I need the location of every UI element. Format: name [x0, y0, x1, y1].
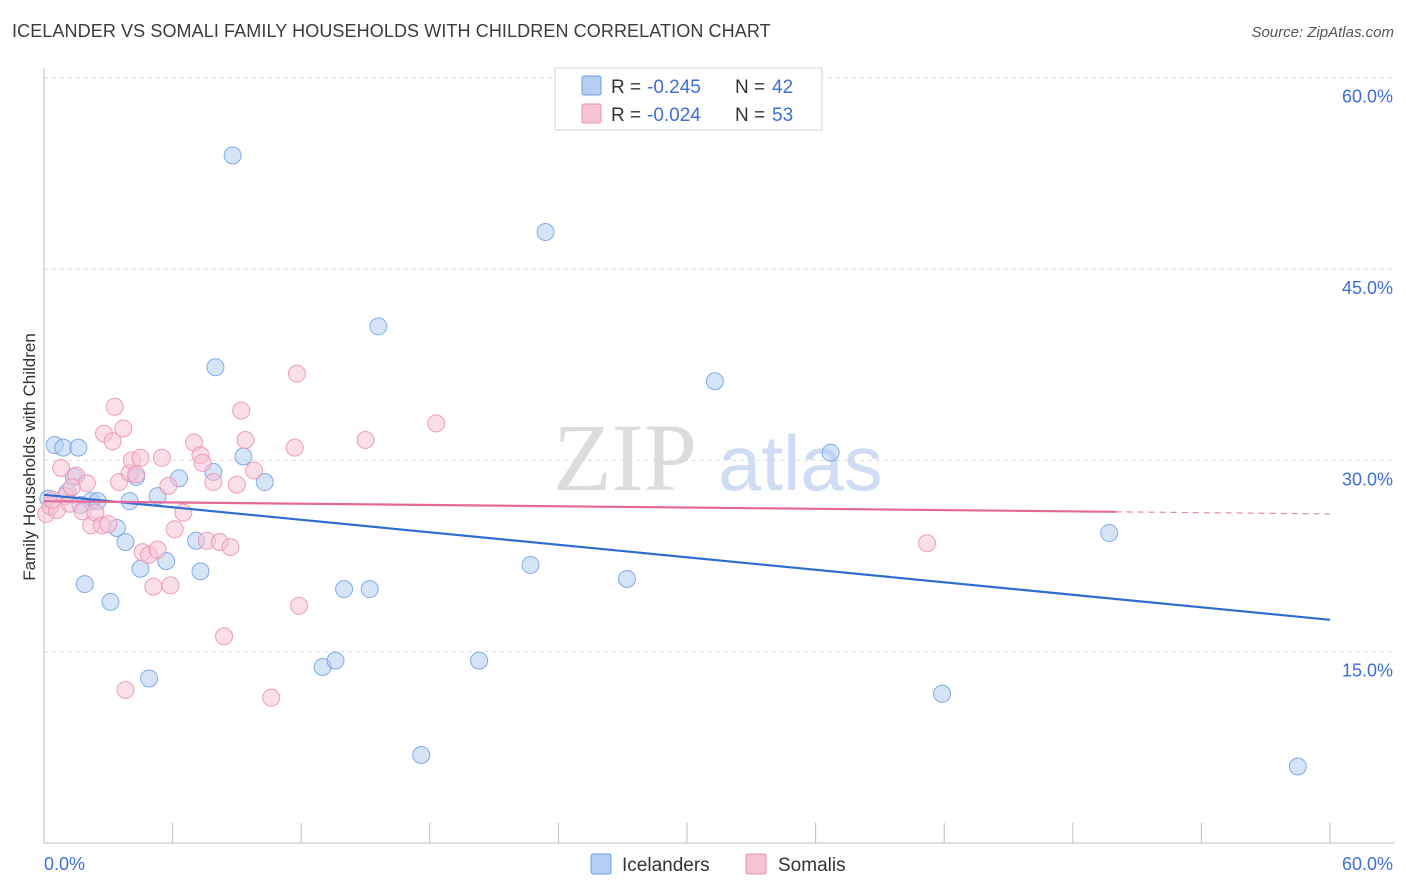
- icelanders-point-21: [191, 562, 210, 581]
- somalis-point-45: [285, 438, 304, 457]
- icelanders-point-5: [69, 438, 88, 457]
- icelanders-point-37: [705, 372, 724, 391]
- legend-icelanders-label: Icelanders: [622, 855, 710, 876]
- icelanders-point-36: [617, 569, 636, 588]
- somalis-point-30: [165, 520, 184, 539]
- icelanders-n-label: N =: [735, 77, 765, 98]
- somalis-point-26: [148, 540, 167, 559]
- grid-lines: [44, 77, 1394, 653]
- icelanders-point-33: [470, 651, 489, 670]
- icelanders-n-value: 42: [772, 77, 793, 98]
- icelanders-point-29: [335, 580, 354, 599]
- icelanders-point-28: [326, 651, 345, 670]
- y-tick-label-0: 15.0%: [1342, 661, 1393, 681]
- icelanders-trend-line: [43, 493, 1331, 621]
- chart-title: ICELANDER VS SOMALI FAMILY HOUSEHOLDS WI…: [12, 21, 771, 41]
- somalis-r-label: R =: [611, 105, 641, 126]
- somalis-point-21: [127, 465, 146, 484]
- somalis-point-36: [204, 473, 223, 492]
- axes: [43, 68, 1394, 844]
- icelanders-legend-swatch: [581, 75, 602, 96]
- icelanders-point-26: [255, 473, 274, 492]
- somalis-point-14: [103, 432, 122, 451]
- legend-somalis-swatch: [745, 853, 767, 875]
- somalis-point-39: [221, 538, 240, 557]
- icelanders-point-34: [521, 555, 540, 574]
- icelanders-point-25: [234, 447, 253, 466]
- y-tick-label-2: 45.0%: [1342, 278, 1393, 298]
- somalis-point-47: [290, 596, 309, 615]
- somalis-point-41: [232, 401, 251, 420]
- somalis-point-15: [105, 397, 124, 416]
- icelanders-point-7: [75, 575, 94, 594]
- somalis-point-38: [215, 627, 234, 646]
- icelanders-r-value: -0.245: [647, 77, 701, 98]
- series-legend: Icelanders Somalis: [590, 853, 846, 876]
- somalis-point-28: [159, 476, 178, 495]
- x-tick-labels: 0.0% 60.0%: [44, 854, 1393, 874]
- y-tick-labels: 15.0% 30.0% 45.0% 60.0%: [1342, 87, 1393, 681]
- watermark-atlas: atlas: [718, 419, 883, 507]
- somalis-point-18: [116, 680, 135, 699]
- icelanders-point-39: [933, 684, 952, 703]
- somalis-point-17: [114, 419, 133, 438]
- somalis-point-3: [52, 459, 71, 478]
- legend-icelanders-swatch: [590, 853, 612, 875]
- somalis-r-value: -0.024: [647, 105, 701, 126]
- y-tick-label-3: 60.0%: [1342, 87, 1393, 107]
- icelanders-point-10: [101, 592, 120, 611]
- somalis-point-46: [287, 364, 306, 383]
- somalis-trend-line: [43, 500, 1116, 513]
- somalis-point-43: [245, 461, 264, 480]
- icelanders-point-41: [1288, 757, 1307, 776]
- somalis-point-25: [144, 577, 163, 596]
- icelanders-point-38: [821, 443, 840, 462]
- icelanders-point-24: [223, 146, 242, 165]
- somalis-point-29: [161, 576, 180, 595]
- y-tick-label-1: 30.0%: [1342, 469, 1393, 489]
- somalis-n-label: N =: [735, 105, 765, 126]
- icelanders-point-40: [1100, 524, 1119, 543]
- y-axis-label: Family Households with Children: [20, 333, 39, 581]
- x-tick-label-0: 0.0%: [44, 854, 85, 874]
- trend-lines: [43, 493, 1331, 621]
- icelanders-point-31: [369, 317, 388, 336]
- somalis-trend-extension: [1115, 511, 1331, 515]
- somalis-n-value: 53: [772, 105, 793, 126]
- source-credit: Source: ZipAtlas.com: [1251, 24, 1394, 41]
- icelanders-point-30: [360, 580, 379, 599]
- watermark-zip: ZIP: [553, 404, 697, 511]
- series-somalis-points: [37, 364, 937, 707]
- somalis-point-13: [99, 515, 118, 534]
- somalis-point-42: [236, 430, 255, 449]
- icelanders-point-32: [412, 745, 431, 764]
- somalis-point-22: [131, 448, 150, 467]
- legend-somalis-label: Somalis: [778, 855, 846, 876]
- icelanders-point-35: [536, 223, 555, 242]
- icelanders-r-label: R =: [611, 77, 641, 98]
- somalis-point-27: [152, 448, 171, 467]
- x-tick-label-1: 60.0%: [1342, 854, 1393, 874]
- somalis-point-34: [193, 453, 212, 472]
- watermark: ZIP atlas: [553, 404, 883, 511]
- somalis-point-50: [918, 534, 937, 553]
- icelanders-point-16: [140, 669, 159, 688]
- icelanders-point-23: [206, 358, 225, 377]
- somalis-point-48: [356, 430, 375, 449]
- stats-legend: R = -0.245 N = 42 R = -0.024 N = 53: [554, 67, 823, 131]
- somalis-point-52: [62, 478, 81, 497]
- somalis-point-8: [77, 474, 96, 493]
- icelanders-point-12: [116, 532, 135, 551]
- somalis-point-49: [427, 414, 446, 433]
- somalis-point-40: [227, 475, 246, 494]
- somalis-legend-swatch: [581, 103, 602, 124]
- somalis-point-44: [262, 688, 281, 707]
- icelanders-point-2: [54, 438, 73, 457]
- data-points: [37, 146, 1307, 776]
